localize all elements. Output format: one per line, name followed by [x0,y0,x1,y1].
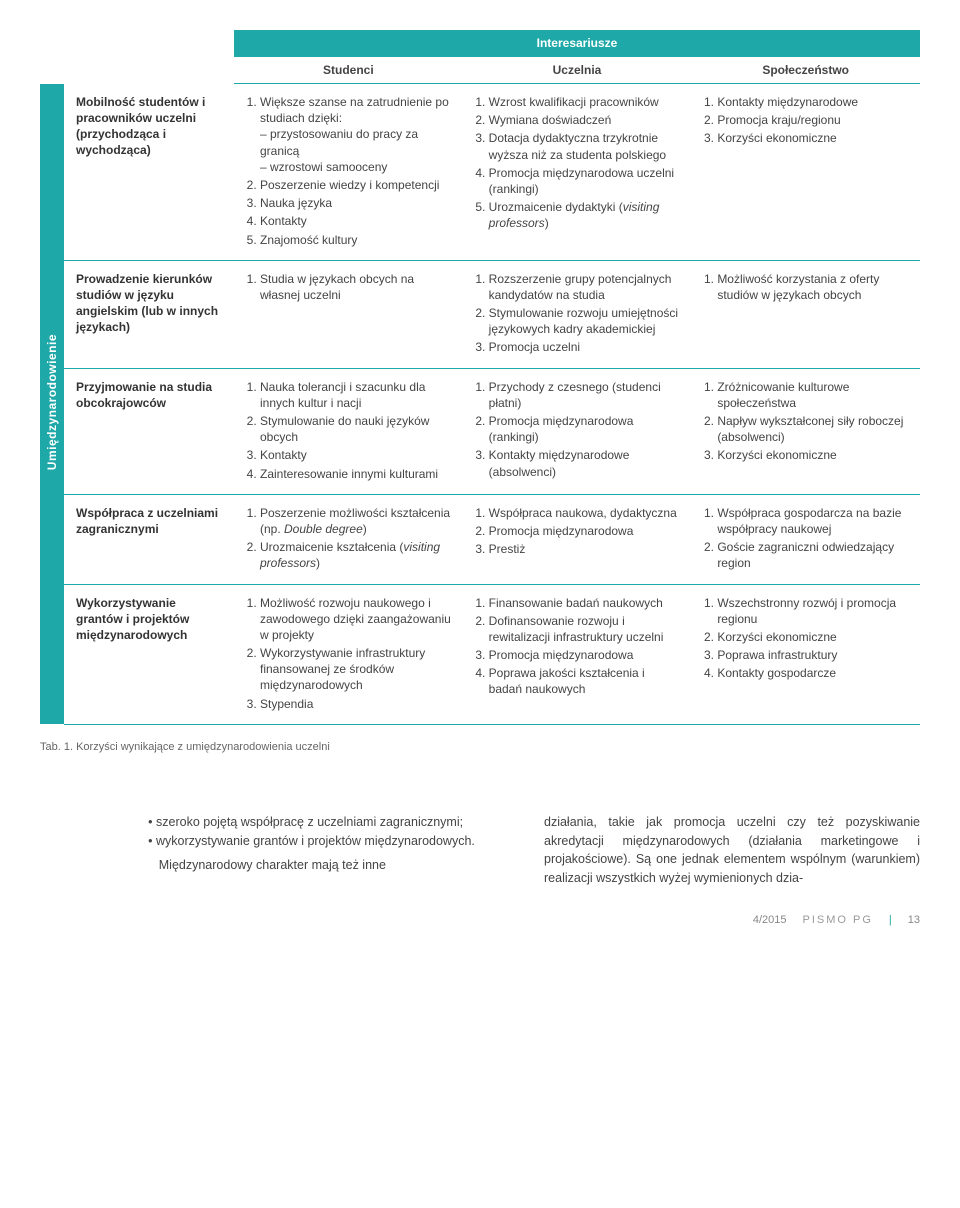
footer-title: PISMO PG [802,914,872,926]
row-label: Mobilność studentów i pracowników uczeln… [64,84,234,261]
cell-university: Finansowanie badań naukowychDofinansowan… [463,584,692,724]
cell-society: Współpraca gospodarcza na bazie współpra… [691,494,920,584]
table-caption: Tab. 1. Korzyści wynikające z umiędzynar… [40,741,920,753]
cell-society: Zróżnicowanie kulturowe społeczeństwaNap… [691,368,920,494]
col-students: Studenci [234,57,463,84]
body-text: szeroko pojętą współpracę z uczelniami z… [140,813,920,894]
bullet-item: szeroko pojętą współpracę z uczelniami z… [156,813,516,832]
cell-society: Kontakty międzynarodowePromocja kraju/re… [691,84,920,261]
right-para: działania, takie jak promocja uczelni cz… [544,813,920,888]
row-label: Współpraca z uczelniami zagranicznymi [64,494,234,584]
cell-university: Rozszerzenie grupy potencjalnych kandyda… [463,260,692,368]
col-university: Uczelnia [463,57,692,84]
footer-page: 13 [908,914,920,926]
row-label: Przyjmowanie na studia obcokrajowców [64,368,234,494]
footer-issue: 4/2015 [753,914,787,926]
benefits-table: Interesariusze Studenci Uczelnia Społecz… [40,30,920,725]
bullet-item: wykorzystywanie grantów i projektów międ… [156,832,516,851]
left-para: Międzynarodowy charakter mają też inne [140,856,516,875]
page-footer: 4/2015 PISMO PG | 13 [0,894,960,940]
cell-students: Studia w językach obcych na własnej ucze… [234,260,463,368]
cell-university: Przychody z czesnego (studenci płatni)Pr… [463,368,692,494]
cell-university: Współpraca naukowa, dydaktycznaPromocja … [463,494,692,584]
row-label: Prowadzenie kierunków studiów w języku a… [64,260,234,368]
cell-university: Wzrost kwalifikacji pracownikówWymiana d… [463,84,692,261]
cell-society: Wszechstronny rozwój i promocja regionuK… [691,584,920,724]
cell-students: Poszerzenie możliwości kształcenia (np. … [234,494,463,584]
footer-sep: | [889,914,892,926]
side-label: Umiędzynarodowienie [40,84,64,725]
cell-students: Możliwość rozwoju naukowego i zawodowego… [234,584,463,724]
cell-students: Nauka tolerancji i szacunku dla innych k… [234,368,463,494]
cell-students: Większe szanse na zatrudnienie po studia… [234,84,463,261]
row-label: Wykorzystywanie grantów i projektów międ… [64,584,234,724]
col-society: Społeczeństwo [691,57,920,84]
cell-society: Możliwość korzystania z oferty studiów w… [691,260,920,368]
header-group: Interesariusze [234,30,920,57]
